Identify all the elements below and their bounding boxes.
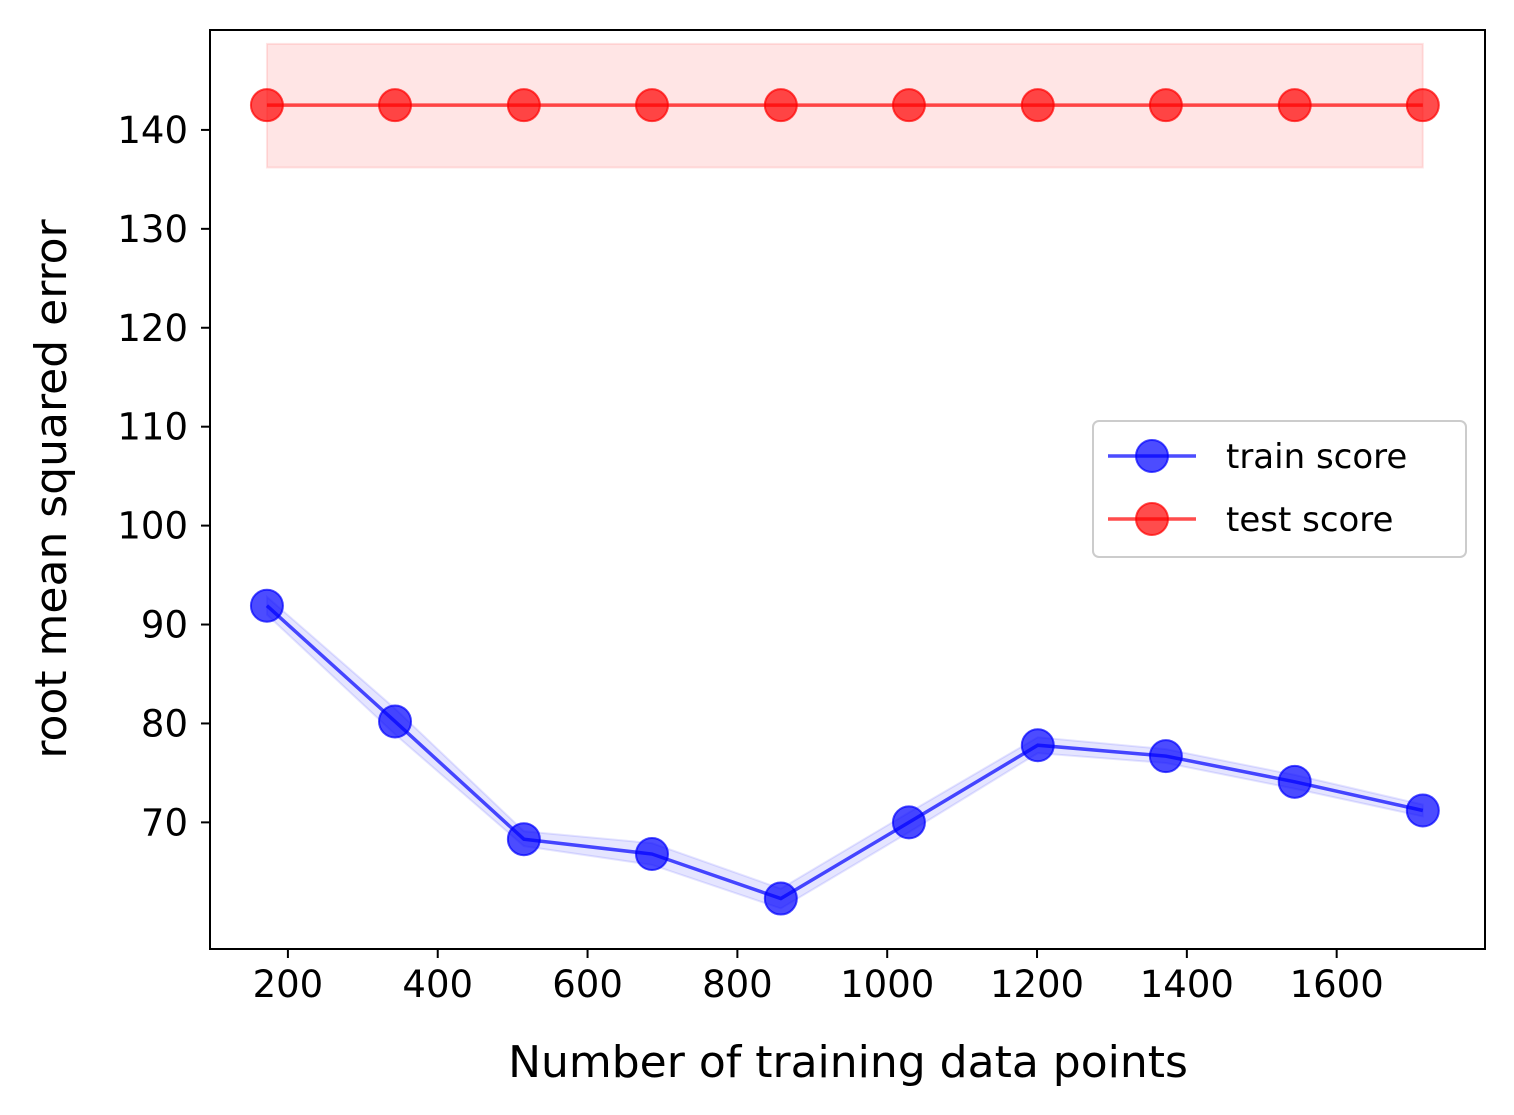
y-tick-label: 100: [117, 505, 188, 548]
legend-train-score-marker: [1135, 439, 1169, 473]
y-axis-ticks: 70 80 90 100 110 120 130 140: [117, 109, 210, 844]
plot-frame: [209, 29, 1486, 950]
x-axis-ticks: 200 400 600 800 1000 1200 1400 1600: [253, 949, 1384, 1006]
train-score-point: [763, 881, 798, 916]
test-score-point: [378, 88, 413, 123]
y-tick-label: 70: [141, 801, 188, 844]
x-tick-label: 1600: [1290, 963, 1384, 1006]
test-score-point: [1148, 88, 1183, 123]
test-score-point: [763, 88, 798, 123]
legend-test-score-marker: [1135, 502, 1169, 536]
train-score-point: [1148, 739, 1183, 774]
x-tick-label: 400: [402, 963, 473, 1006]
test-score-point: [1277, 88, 1312, 123]
train-score-point: [249, 588, 284, 623]
legend-items: train score test score: [1108, 437, 1407, 540]
x-tick-label: 200: [253, 963, 324, 1006]
x-tick-label: 1200: [990, 963, 1084, 1006]
y-tick-label: 110: [117, 406, 188, 449]
train-score-point: [634, 837, 669, 872]
y-tick-label: 120: [117, 307, 188, 350]
train-score-point: [506, 822, 541, 857]
train-score-point: [378, 704, 413, 739]
test-score-point: [891, 88, 926, 123]
legend: train score test score: [1092, 420, 1467, 558]
x-tick-label: 800: [702, 963, 773, 1006]
x-tick-label: 1000: [840, 963, 934, 1006]
train-score-line: [265, 604, 1424, 901]
train-score-point: [1020, 728, 1055, 763]
legend-test-score-label: test score: [1226, 500, 1393, 540]
x-axis-label: Number of training data points: [508, 1037, 1188, 1088]
train-score-point: [1405, 793, 1440, 828]
test-score-point: [1405, 88, 1440, 123]
series-markers: [249, 88, 1440, 916]
y-tick-label: 80: [141, 702, 188, 745]
test-score-point: [249, 88, 284, 123]
series-lines: [265, 103, 1424, 901]
test-score-point: [634, 88, 669, 123]
train-score-point: [891, 805, 926, 840]
test-score-point: [1020, 88, 1055, 123]
y-tick-label: 90: [141, 604, 188, 647]
y-tick-label: 140: [117, 109, 188, 152]
x-tick-label: 600: [552, 963, 623, 1006]
x-tick-label: 1400: [1140, 963, 1234, 1006]
y-axis-label: root mean squared error: [26, 218, 77, 758]
train-score-point: [1277, 764, 1312, 799]
y-tick-label: 130: [117, 208, 188, 251]
test-score-point: [506, 88, 541, 123]
legend-train-score-label: train score: [1226, 437, 1407, 477]
